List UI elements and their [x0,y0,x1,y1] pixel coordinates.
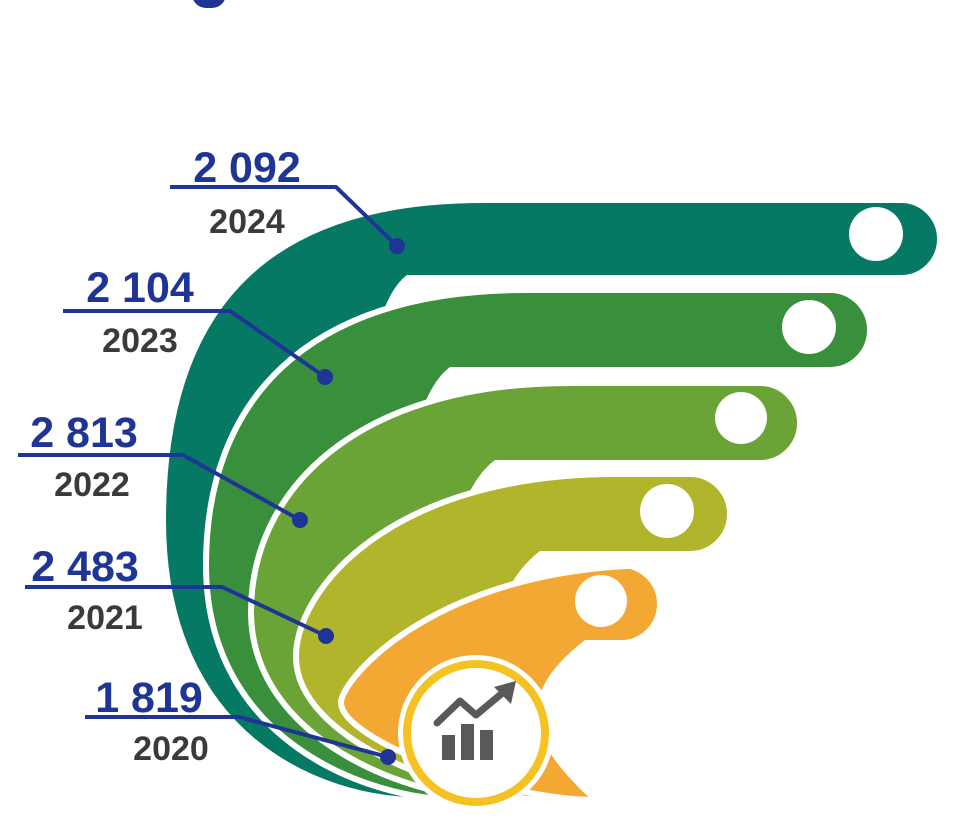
leader-line-2024 [170,185,399,248]
year-label-2022: 2022 [54,466,130,504]
leader-dot-2021 [318,628,334,644]
band-end-dot-2020 [575,575,627,627]
icon-arrow-head [494,681,516,704]
value-label-2024: 2 092 [193,144,301,192]
leader-line-2020 [85,715,389,759]
leader-dot-2023 [317,369,333,385]
band-end-dot-2021 [640,484,694,538]
icon-bar-1 [442,735,455,760]
hub-ring [403,660,549,806]
band-end-dot-2022 [715,392,767,444]
year-label-2021: 2021 [67,599,143,637]
icon-trend-line [433,686,510,727]
year-label-2020: 2020 [133,730,209,768]
band-end-dot-2024 [849,207,903,261]
band-end-dot-2023 [782,300,836,354]
top-mark [192,0,226,8]
value-label-2023: 2 104 [86,264,194,312]
value-label-2021: 2 483 [31,543,139,591]
leader-dot-2020 [380,749,396,765]
leader-dot-2024 [389,238,405,254]
icon-bar-3 [480,730,493,760]
year-label-2023: 2023 [102,322,178,360]
leader-dot-2022 [292,512,308,528]
leader-line-2023 [63,309,327,379]
year-label-2024: 2024 [209,203,285,241]
value-label-2020: 1 819 [95,674,203,722]
bar-chart-trend-up-icon [433,681,516,760]
leader-line-2021 [25,585,327,638]
value-label-2022: 2 813 [30,409,138,457]
icon-bar-2 [461,724,474,760]
leader-line-2022 [18,453,301,522]
